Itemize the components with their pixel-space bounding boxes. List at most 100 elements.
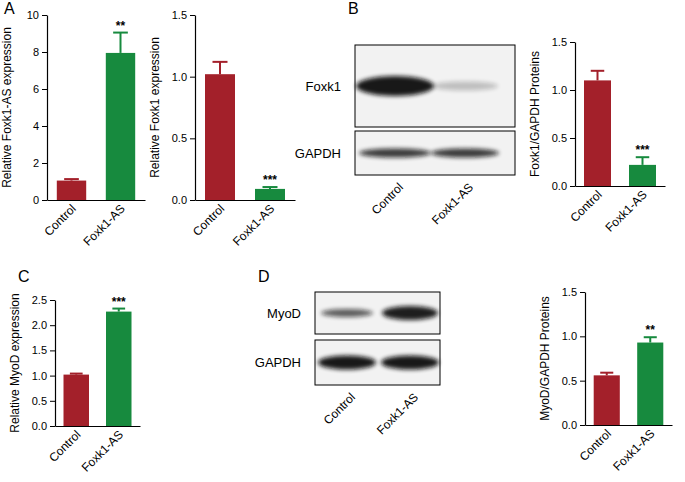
- blot-row-label: GAPDH: [295, 146, 341, 161]
- tick-label: 1.5: [562, 286, 577, 298]
- axis-line: [575, 43, 576, 187]
- tick: 1.5: [562, 286, 585, 298]
- tick: 0.5: [562, 375, 585, 387]
- tick-mark: [50, 401, 55, 402]
- axis-line: [196, 200, 296, 201]
- tick-label: Foxk1-AS: [81, 202, 128, 249]
- error-bar: [591, 71, 605, 81]
- error-cap: [70, 373, 83, 375]
- tick: 4: [33, 120, 47, 132]
- significance: **: [116, 19, 126, 33]
- tick-label: 2: [33, 157, 39, 169]
- axis-line: [55, 301, 56, 427]
- blot-band: [381, 356, 439, 370]
- tick-label: Foxk1-AS: [603, 188, 650, 235]
- tick-label: 1.0: [32, 370, 47, 382]
- tick-mark: [42, 200, 47, 201]
- tick-label: 4: [33, 120, 39, 132]
- tick-label: 0.5: [562, 375, 577, 387]
- tick-mark: [570, 42, 575, 43]
- panel-label: A: [4, 0, 15, 17]
- bar: [57, 181, 86, 200]
- error-stem: [120, 33, 122, 53]
- blot-frame: [355, 45, 515, 127]
- tick: 0: [33, 194, 47, 206]
- marks: [57, 33, 135, 200]
- error-cap: [600, 372, 613, 374]
- tick-mark: [580, 292, 585, 293]
- error-bar: [64, 179, 79, 180]
- x-axis: ControlFoxk1-AS: [41, 200, 145, 249]
- tick: 1.5: [32, 344, 55, 356]
- tick: Foxk1-AS: [81, 200, 128, 249]
- error-stem: [642, 157, 644, 165]
- tick: 1.5: [552, 36, 575, 48]
- y-axis: 0.00.51.01.5: [562, 286, 586, 431]
- tick: 2.5: [32, 294, 55, 306]
- blot-frame: [315, 292, 440, 334]
- panel-label: B: [348, 0, 359, 17]
- tick: 1.5: [172, 9, 195, 21]
- error-stem: [219, 62, 221, 74]
- tick-mark: [580, 381, 585, 382]
- bar: [205, 74, 235, 200]
- y-axis: 0.00.51.01.52.02.5: [32, 294, 56, 432]
- blot-band: [359, 149, 431, 158]
- tick-mark: [42, 163, 47, 164]
- bar-chart: **0246810ControlFoxk1-ASRelative Foxk1-A…: [0, 9, 146, 249]
- tick-mark: [190, 15, 195, 16]
- blot-lane-label: Control: [369, 180, 406, 217]
- blot-row-label: Foxk1: [306, 79, 341, 94]
- western-blot: MyoDGAPDHControlFoxk1-AS: [255, 292, 440, 437]
- bar: [106, 312, 132, 426]
- error-cap: [591, 70, 605, 72]
- tick-label: Control: [46, 428, 83, 465]
- tick: 10: [27, 9, 47, 21]
- tick-mark: [190, 200, 195, 201]
- error-bar: [112, 309, 125, 312]
- marks: [205, 62, 285, 200]
- bar-chart: **0.00.51.01.5ControlFoxk1-ASMyoD/GAPDH …: [538, 286, 673, 474]
- blot-lane-label: Foxk1-AS: [429, 180, 476, 227]
- y-title: Foxk1/GAPDH Proteins: [528, 51, 542, 177]
- tick-label: 0.0: [562, 419, 577, 431]
- tick: 0.5: [552, 132, 575, 144]
- x-axis: ControlFoxk1-AS: [46, 426, 140, 475]
- tick-mark: [570, 186, 575, 187]
- tick-mark: [580, 336, 585, 337]
- tick-label: 8: [33, 46, 39, 58]
- tick: 0.5: [172, 132, 195, 144]
- tick-mark: [50, 350, 55, 351]
- tick: Control: [577, 425, 614, 464]
- tick-label: 2.0: [32, 319, 47, 331]
- error-stem: [597, 71, 599, 81]
- tick-mark: [190, 77, 195, 78]
- blot-lane-label: Control: [321, 390, 358, 427]
- bar: [106, 53, 135, 200]
- tick-mark: [50, 376, 55, 377]
- error-bar: [113, 33, 128, 53]
- blot-band: [318, 356, 376, 370]
- marks: [64, 309, 132, 426]
- tick-label: Foxk1-AS: [610, 427, 657, 474]
- x-axis: ControlFoxk1-AS: [577, 425, 673, 474]
- figure: ABCD**0246810ControlFoxk1-ASRelative Fox…: [0, 0, 685, 482]
- bar: [594, 375, 620, 425]
- blot-row-label: GAPDH: [255, 355, 301, 370]
- tick: Control: [46, 426, 83, 465]
- tick-mark: [570, 90, 575, 91]
- tick: Control: [567, 186, 604, 225]
- tick: 2: [33, 157, 47, 169]
- blot-row-label: MyoD: [267, 306, 301, 321]
- tick-label: 0: [33, 194, 39, 206]
- blot-band: [432, 82, 498, 91]
- bar: [629, 165, 656, 186]
- tick: Control: [190, 200, 227, 239]
- tick-label: Control: [577, 427, 614, 464]
- x-axis: ControlFoxk1-AS: [567, 186, 665, 235]
- bar: [584, 80, 611, 186]
- significance: ***: [263, 173, 277, 187]
- axis-line: [48, 200, 146, 201]
- y-axis: 0.00.51.01.5: [552, 36, 576, 192]
- error-bar: [600, 373, 613, 376]
